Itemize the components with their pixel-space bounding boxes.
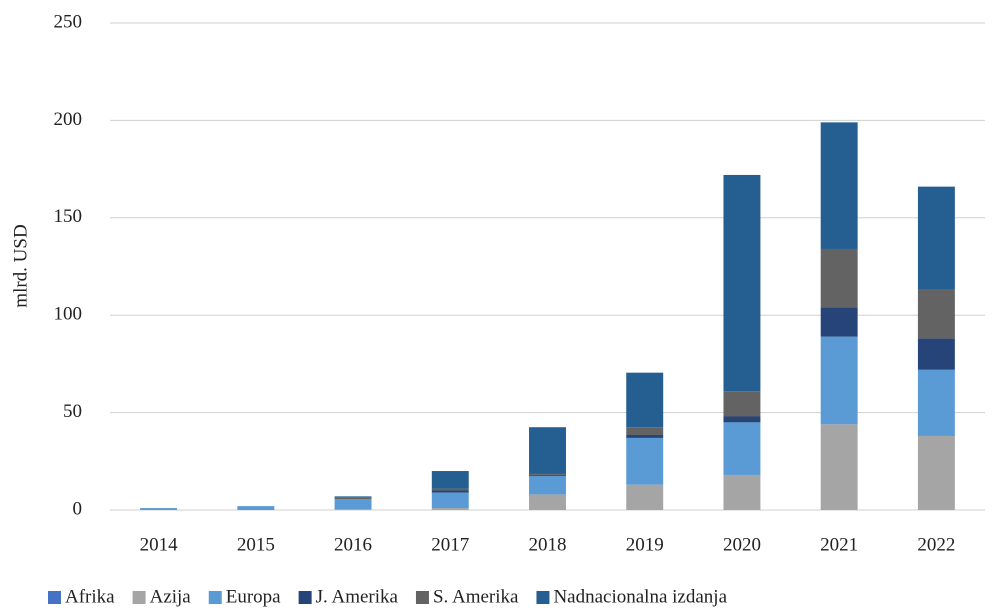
bar-segment xyxy=(529,474,566,476)
legend-label: Azija xyxy=(150,586,192,607)
bar-segment xyxy=(820,336,858,425)
x-tick-label: 2014 xyxy=(140,534,179,555)
bar-segment xyxy=(917,338,955,370)
bar-segment xyxy=(626,427,664,436)
x-tick-label: 2019 xyxy=(626,534,664,555)
legend-swatch xyxy=(536,591,550,604)
bar-segment xyxy=(626,484,664,510)
x-tick-label: 2016 xyxy=(334,534,372,555)
bar-segment xyxy=(334,496,372,498)
bar-segment xyxy=(723,474,761,510)
bar-segment xyxy=(917,186,955,290)
bar-segment xyxy=(431,508,469,510)
y-tick-label: 50 xyxy=(63,401,82,422)
bar-segment xyxy=(917,289,955,339)
y-tick-label: 100 xyxy=(54,304,83,325)
bar-segment xyxy=(917,435,955,510)
y-tick-label: 150 xyxy=(54,206,83,227)
bar-segment xyxy=(820,248,858,308)
legend-label: J. Amerika xyxy=(316,586,399,607)
bar-segment xyxy=(529,473,566,475)
bar-segment xyxy=(334,497,372,500)
legend-swatch xyxy=(415,591,429,604)
y-tick-label: 250 xyxy=(54,11,83,32)
bar-segment xyxy=(140,508,178,510)
legend-swatch xyxy=(48,591,61,604)
x-tick-label: 2015 xyxy=(237,534,275,555)
bar-segment xyxy=(237,506,275,510)
bar-segment xyxy=(626,372,664,428)
bar-segment xyxy=(431,490,469,493)
bar-segment xyxy=(626,437,664,485)
legend-label: S. Amerika xyxy=(433,586,519,607)
bar-segment xyxy=(431,471,469,489)
bar-segment xyxy=(723,174,761,392)
legend-label: Afrika xyxy=(65,586,115,607)
x-tick-label: 2017 xyxy=(431,534,469,555)
bar-segment xyxy=(723,391,761,417)
bar-segment xyxy=(529,475,566,495)
legend-swatch xyxy=(132,591,146,604)
x-tick-label: 2021 xyxy=(820,534,858,555)
bar-segment xyxy=(626,435,664,438)
legend-swatch xyxy=(208,591,222,604)
bar-segment xyxy=(820,307,858,337)
bar-segment xyxy=(917,369,955,436)
bar-segment xyxy=(334,509,372,510)
bar-segment xyxy=(431,492,469,509)
y-axis-label: mlrd. USD xyxy=(10,224,31,307)
y-tick-label: 200 xyxy=(54,109,83,130)
x-tick-label: 2018 xyxy=(529,534,567,555)
bar-segment xyxy=(529,427,566,474)
bar-segment xyxy=(820,122,858,249)
bar-segment xyxy=(723,416,761,423)
bar-segment xyxy=(431,488,469,491)
legend-label: Europa xyxy=(226,586,281,607)
legend-label: Nadnacionalna izdanja xyxy=(553,586,727,607)
x-tick-label: 2020 xyxy=(723,534,761,555)
bar-segment xyxy=(529,494,566,510)
legend-swatch xyxy=(298,591,312,604)
y-tick-label: 0 xyxy=(73,498,83,519)
bar-segment xyxy=(820,424,858,510)
bar-segment xyxy=(334,499,372,510)
x-tick-label: 2022 xyxy=(917,534,955,555)
bar-segment xyxy=(723,422,761,475)
